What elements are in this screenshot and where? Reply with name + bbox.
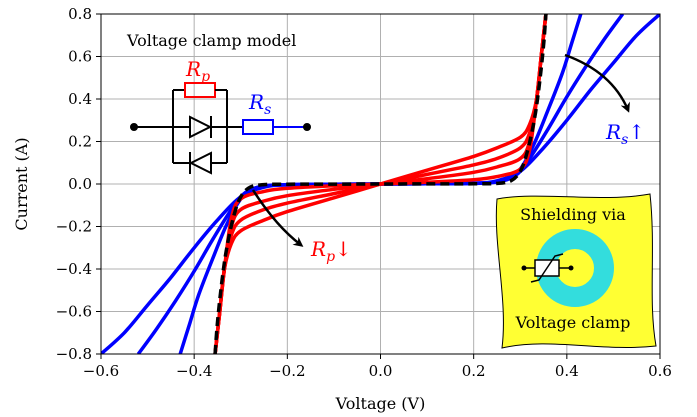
diode-forward-icon xyxy=(189,115,213,139)
rp-arrow xyxy=(251,189,304,247)
y-axis-title: Current (A) xyxy=(12,137,31,230)
ticks: −0.6 −0.4 −0.2 0.0 0.2 0.4 0.6−0.8−0.6−0.4−0.2… xyxy=(56,5,672,380)
model-label: Voltage clamp model xyxy=(126,31,296,50)
inset-background xyxy=(495,193,657,349)
series-line-7 xyxy=(213,14,548,354)
x-tick-label: 0.0 xyxy=(369,362,393,380)
series-layer xyxy=(101,14,660,354)
inset-title-bottom: Voltage clamp xyxy=(515,313,631,332)
rp-arrow-label: Rp↓ xyxy=(310,237,352,265)
rs-arrow-label: Rs↑ xyxy=(605,120,645,148)
y-tick-label: −0.6 xyxy=(56,303,92,321)
x-tick-label: 0.2 xyxy=(462,362,486,380)
x-tick-label: 0.4 xyxy=(555,362,579,380)
varistor-slash xyxy=(530,253,564,283)
circuit-terminal-right xyxy=(303,123,311,131)
x-tick-label: −0.4 xyxy=(176,362,212,380)
x-tick-label: −0.2 xyxy=(269,362,305,380)
y-tick-label: 0.8 xyxy=(68,5,92,23)
rs-resistor xyxy=(242,119,274,135)
y-tick-label: −0.2 xyxy=(56,218,92,236)
rs-arrow xyxy=(564,53,630,113)
rp-resistor xyxy=(184,82,216,98)
varistor-terminal xyxy=(568,265,574,271)
circuit-schematic xyxy=(130,82,311,175)
shielding-inset: Shielding via Voltage clamp xyxy=(495,193,657,349)
y-tick-label: −0.4 xyxy=(56,260,92,278)
varistor-terminal xyxy=(521,265,527,271)
circuit-terminal-left xyxy=(130,123,138,131)
x-tick-label: 0.6 xyxy=(648,362,672,380)
inset-title-top: Shielding via xyxy=(520,205,626,224)
y-tick-label: 0.2 xyxy=(68,133,92,151)
rs-label: Rs xyxy=(248,90,271,118)
x-tick-label: −0.6 xyxy=(83,362,119,380)
rp-label: Rp xyxy=(185,57,210,85)
y-tick-label: 0.4 xyxy=(68,90,92,108)
y-tick-label: 0.6 xyxy=(68,48,92,66)
y-tick-label: −0.8 xyxy=(56,345,92,363)
y-tick-label: 0.0 xyxy=(68,175,92,193)
x-axis-title: Voltage (V) xyxy=(335,394,426,413)
